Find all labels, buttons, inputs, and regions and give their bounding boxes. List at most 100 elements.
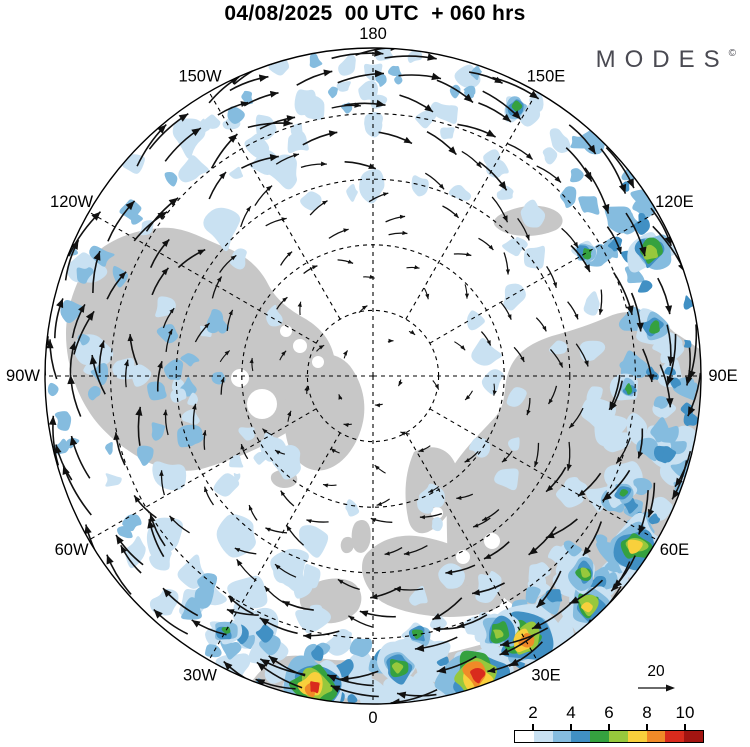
wind-arrow-head	[636, 322, 644, 332]
shading-blob	[529, 92, 544, 113]
shading-blob	[467, 310, 485, 331]
wind-arrow-head	[428, 488, 434, 493]
shading-blob	[300, 191, 322, 211]
wind-arrow-head	[548, 398, 553, 404]
shading-blob	[570, 135, 588, 149]
wind-arrow-head	[323, 69, 333, 77]
wind-arrow-head	[249, 358, 254, 364]
wind-arrow-head	[369, 274, 375, 279]
wind-arrow-head	[330, 448, 336, 453]
colorbar-segment	[533, 731, 553, 742]
wind-arrow-head	[432, 613, 442, 620]
lon-label-150W: 150W	[178, 67, 222, 85]
wind-arrow-head	[536, 598, 546, 608]
shading-blob	[130, 212, 143, 225]
shading-blob	[147, 381, 167, 401]
shading-blob	[90, 363, 109, 386]
wind-arrow-head	[584, 171, 592, 182]
shading-layer	[47, 48, 698, 704]
shading-blob	[415, 107, 437, 129]
wind-arrow-head	[414, 644, 425, 652]
wind-arrow-head	[648, 374, 655, 382]
wind-arrow-head	[120, 545, 127, 554]
wind-arrow-head	[246, 206, 251, 212]
shading-blob	[520, 203, 546, 228]
wind-arrow-head	[534, 461, 539, 467]
shading-blob	[438, 563, 466, 589]
shading-hotspot	[470, 668, 486, 684]
wind-arrow-head	[376, 501, 382, 506]
shading-blob	[549, 340, 568, 355]
shading-blob	[149, 547, 172, 571]
shading-blob	[416, 497, 434, 514]
wind-arrow-head	[438, 183, 445, 190]
shading-blob	[136, 445, 154, 466]
wind-arrow-head	[626, 178, 634, 189]
wind-arrow-head	[569, 596, 580, 604]
shading-hotspot	[493, 629, 504, 639]
shading-blob	[180, 353, 200, 367]
colorbar-segment	[646, 731, 666, 742]
shading-blob	[637, 280, 653, 293]
wind-arrow-head	[318, 345, 325, 350]
wind-arrow-head	[89, 355, 98, 365]
wind-arrow-head	[269, 154, 279, 162]
shading-blob	[253, 451, 270, 465]
wind-arrow-head	[414, 265, 420, 270]
shading-blob	[515, 237, 528, 252]
wind-arrow-head	[399, 214, 406, 219]
wind-arrow-head	[667, 356, 675, 366]
wind-arrow-head	[202, 430, 207, 436]
landmass-greenland	[284, 353, 365, 471]
shading-blob	[387, 65, 402, 76]
wind-arrow-head	[370, 593, 378, 600]
wind-arrow-head	[542, 326, 547, 332]
shading-blob	[429, 613, 448, 632]
wind-arrow-head	[275, 450, 281, 455]
shading-blob	[653, 396, 669, 409]
wind-arrow-head	[453, 212, 459, 218]
wind-arrow-head	[434, 384, 439, 390]
wind-arrow-head	[343, 228, 349, 233]
shading-blob	[170, 388, 187, 403]
shading-blob	[151, 422, 166, 441]
wind-arrow-head	[611, 583, 619, 592]
shading-hotspot	[391, 662, 404, 674]
shading-blob	[87, 385, 101, 401]
shading-blob	[578, 196, 600, 215]
shading-blob	[570, 168, 584, 183]
shading-blob	[187, 392, 199, 406]
wind-arrow-head	[161, 267, 169, 276]
wind-arrow-head	[157, 124, 167, 134]
wind-arrow-head	[304, 385, 309, 392]
wind-arrow-head	[464, 293, 470, 299]
wind-arrow-head	[258, 74, 269, 82]
wind-arrow-head	[584, 264, 590, 272]
wind-arrow-head	[529, 90, 539, 99]
wind-arrow-head	[163, 409, 168, 416]
wind-arrow-head	[281, 350, 287, 356]
wind-arrow-head	[159, 470, 164, 476]
shading-blob	[299, 525, 329, 558]
shading-blob	[338, 53, 356, 76]
lon-label-150E: 150E	[527, 67, 566, 85]
water-arctic-channel-3	[280, 325, 292, 337]
colorbar-tick-label: 6	[604, 703, 614, 722]
wind-arrow-head	[306, 519, 312, 524]
wind-arrow-head	[505, 269, 510, 275]
water-hudson-bay	[247, 389, 277, 419]
lon-label-90E: 90E	[708, 367, 737, 385]
wind-arrow-head	[520, 356, 525, 362]
wind-arrow-head	[337, 579, 344, 585]
wind-arrow-head	[78, 304, 85, 313]
shading-blob	[508, 437, 520, 451]
shading-blob	[287, 130, 309, 154]
wind-arrow-head	[626, 305, 634, 315]
shading-blob	[346, 183, 358, 202]
shading-blob	[152, 461, 187, 491]
wind-arrow-head	[320, 161, 327, 167]
wind-arrow-head	[525, 234, 530, 241]
shading-blob	[47, 382, 59, 397]
wind-arrow-head	[347, 259, 354, 264]
